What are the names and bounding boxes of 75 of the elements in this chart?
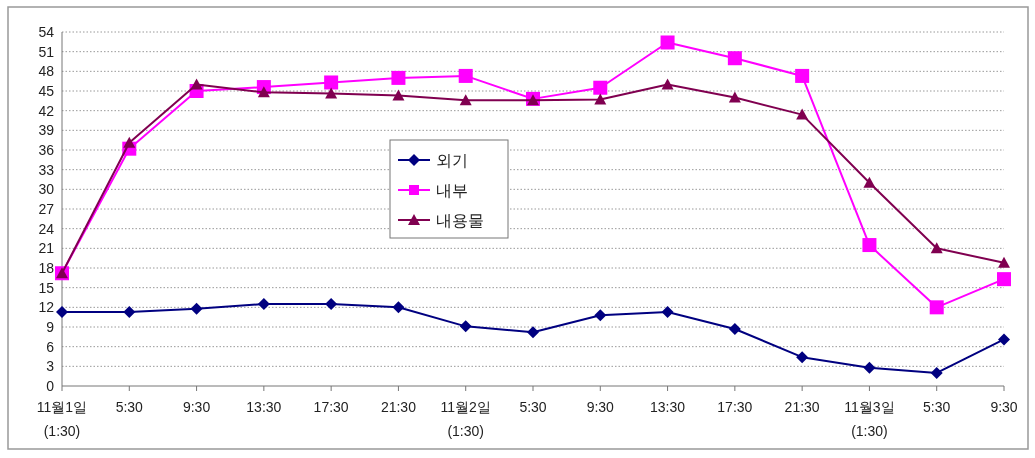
x-tick-label: 17:30	[313, 399, 349, 415]
x-tick-label: 17:30	[717, 399, 753, 415]
x-tick-label: 21:30	[784, 399, 820, 415]
y-tick-label: 12	[38, 299, 55, 316]
y-tick-label: 54	[38, 24, 55, 40]
y-tick-label: 42	[38, 102, 55, 119]
point	[593, 80, 608, 95]
y-tick-label: 0	[46, 378, 55, 394]
x-tick-label: 9:30	[990, 399, 1018, 415]
y-tick-label: 21	[38, 240, 55, 257]
y-tick-label: 51	[38, 43, 55, 60]
x-tick-label: 11월1일 (1:30)	[36, 399, 88, 439]
x-tick-label: 9:30	[586, 399, 615, 415]
x-tick-label: 21:30	[380, 399, 417, 415]
y-tick-label: 30	[38, 181, 55, 198]
x-tick-label: 11월3일 (1:30)	[844, 399, 895, 439]
x-tick-label: 13:30	[246, 399, 282, 415]
point	[56, 305, 68, 318]
point	[257, 86, 270, 98]
point	[527, 326, 539, 339]
point	[190, 78, 203, 90]
y-tick-label: 27	[38, 201, 55, 217]
point	[795, 68, 810, 83]
point	[727, 51, 742, 66]
point	[930, 242, 943, 254]
point	[728, 91, 741, 103]
point	[392, 89, 405, 101]
point	[324, 75, 339, 90]
y-tick-label: 9	[46, 319, 55, 335]
point	[863, 176, 876, 188]
y-tick-label: 45	[38, 83, 55, 99]
legend-label: 외기	[436, 152, 468, 169]
point	[190, 302, 203, 315]
legend-label: 내용물	[436, 212, 484, 229]
point	[458, 68, 473, 83]
y-tick-label: 39	[38, 122, 55, 139]
point	[661, 305, 674, 318]
x-tick-label: 9:30	[182, 399, 211, 415]
point	[661, 78, 674, 90]
point	[391, 70, 406, 85]
legend-label: 내부	[436, 182, 468, 199]
y-tick-label: 6	[46, 338, 55, 355]
y-tick-label: 15	[38, 279, 55, 296]
x-tick-label: 5:30	[115, 399, 144, 415]
y-tick-label: 3	[46, 358, 55, 375]
x-tick-label: 13:30	[650, 399, 686, 415]
point	[392, 301, 405, 314]
x-tick-label: 5:30	[923, 399, 951, 415]
y-tick-label: 48	[38, 63, 55, 80]
point	[459, 320, 472, 333]
point	[660, 35, 675, 50]
point	[997, 272, 1011, 287]
point	[257, 298, 270, 311]
point	[594, 309, 607, 322]
point	[796, 108, 809, 120]
x-tick-label: 5:30	[519, 399, 547, 415]
y-tick-label: 24	[38, 220, 55, 237]
point	[123, 305, 136, 318]
point	[796, 351, 809, 364]
point	[325, 87, 338, 99]
y-tick-label: 33	[38, 161, 55, 178]
y-tick-label: 36	[38, 142, 55, 158]
point	[863, 361, 876, 374]
point	[123, 136, 136, 148]
point	[728, 322, 741, 335]
point	[998, 333, 1010, 346]
y-tick-label: 18	[38, 260, 55, 276]
point	[594, 93, 607, 105]
point	[325, 298, 338, 311]
point	[459, 94, 472, 106]
point	[862, 238, 877, 253]
point	[930, 366, 943, 379]
x-tick-label: 11월2일 (1:30)	[440, 399, 491, 439]
point	[929, 300, 944, 315]
point	[998, 256, 1010, 268]
